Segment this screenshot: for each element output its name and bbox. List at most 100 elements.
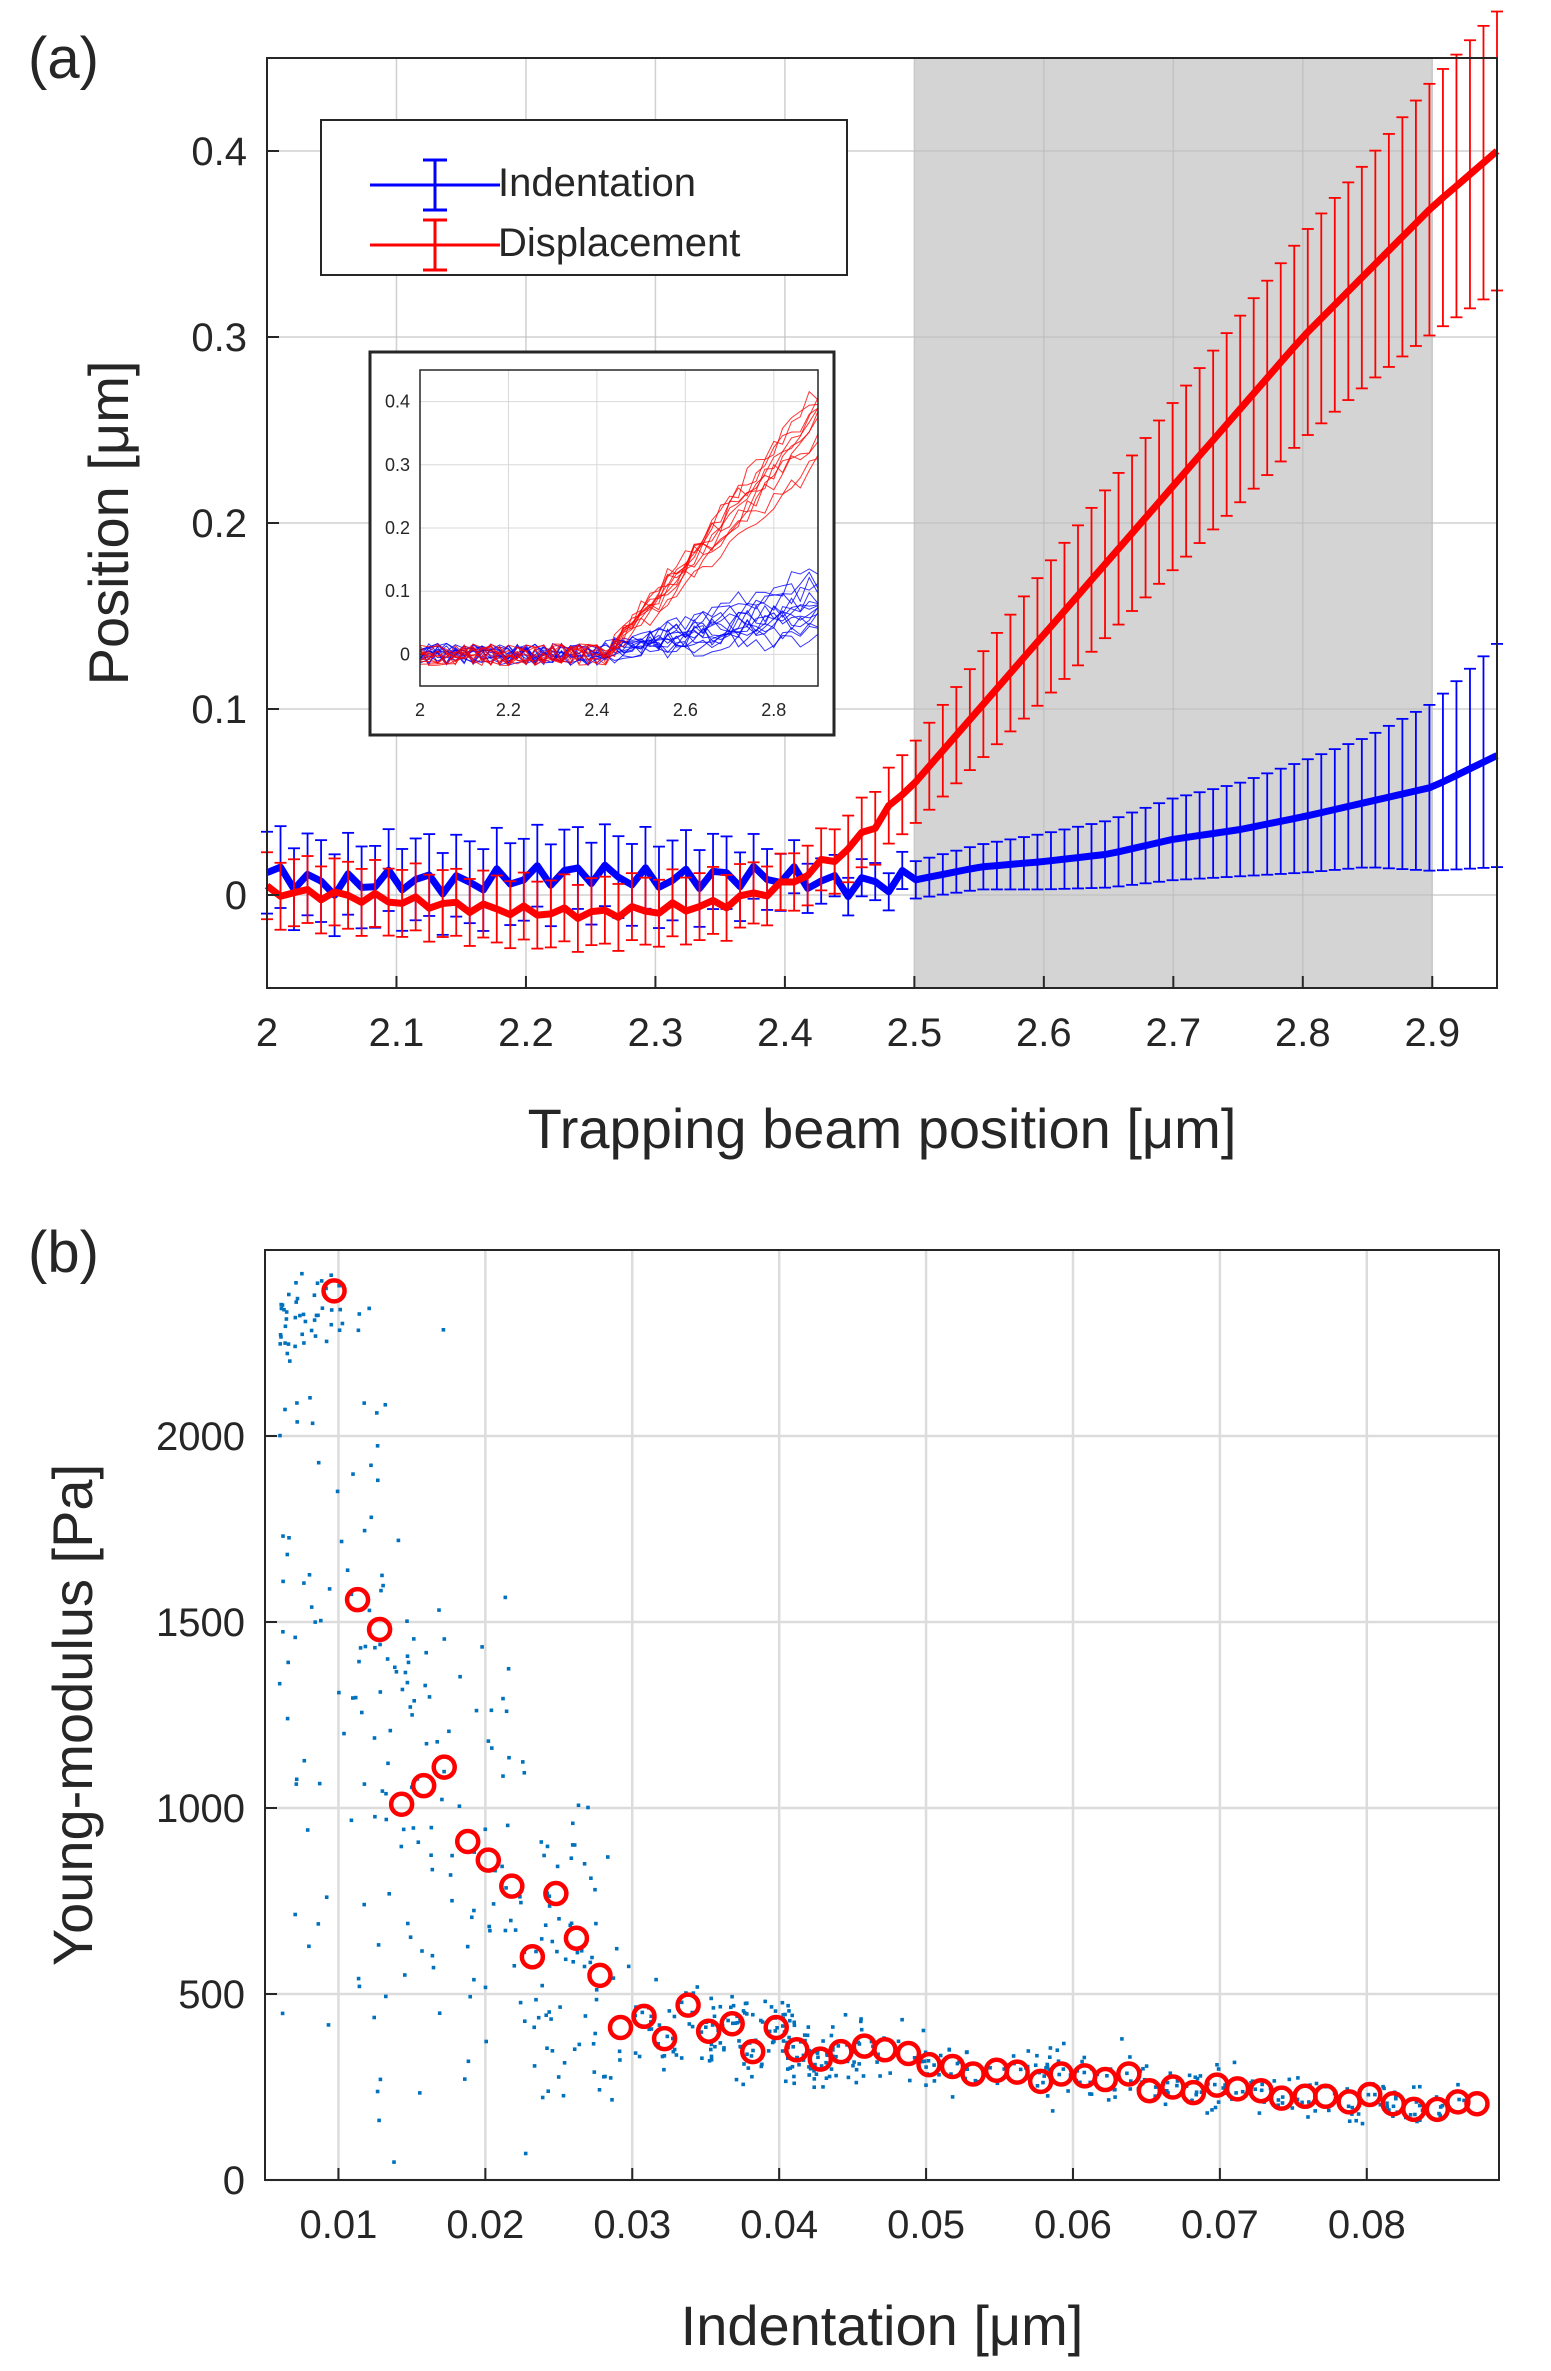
scatter-point <box>1106 2098 1111 2102</box>
mean-point <box>410 1772 437 1799</box>
scatter-point <box>729 2005 733 2010</box>
scatter-point <box>579 1949 584 1953</box>
scatter-point <box>749 2054 754 2058</box>
scatter-point <box>281 1579 285 1584</box>
scatter-point <box>286 1660 290 1665</box>
scatter-point <box>410 1713 414 1717</box>
scatter-point <box>358 1646 363 1650</box>
scatter-point <box>500 1864 504 1869</box>
scatter-point <box>657 2023 662 2027</box>
scatter-point <box>582 1964 587 1969</box>
scatter-point <box>769 2005 774 2009</box>
scatter-point <box>1456 2082 1460 2087</box>
scatter-point <box>536 2015 541 2020</box>
mean-point <box>1336 2089 1362 2115</box>
scatter-point <box>483 1985 488 1990</box>
scatter-point <box>550 1939 555 1944</box>
scatter-point <box>671 2036 675 2041</box>
scatter-point <box>821 2039 825 2043</box>
x-tick-label: 2.6 <box>1016 1011 1072 1055</box>
x-tick-label: 0.05 <box>887 2203 965 2247</box>
mean-point <box>475 1847 502 1873</box>
scatter-point <box>788 2066 793 2070</box>
x-tick-label: 0.04 <box>740 2203 818 2247</box>
legend-displacement-swatch <box>370 218 500 272</box>
scatter-point <box>1382 2086 1386 2091</box>
scatter-point <box>1345 2087 1349 2091</box>
scatter-point <box>356 1328 361 1333</box>
scatter-point <box>709 2047 713 2052</box>
scatter-point <box>570 1843 575 1847</box>
mean-point <box>895 2040 922 2067</box>
scatter-point <box>562 2061 567 2065</box>
scatter-point <box>926 2059 931 2063</box>
scatter-point <box>602 2075 606 2079</box>
scatter-point <box>378 2077 383 2082</box>
scatter-point <box>812 2069 816 2073</box>
scatter-point <box>416 1840 421 1844</box>
scatter-point <box>825 2053 829 2057</box>
scatter-point <box>1175 2079 1180 2083</box>
scatter-point <box>586 1805 590 1810</box>
scatter-point <box>480 1645 484 1649</box>
mean-point <box>543 1880 569 1907</box>
scatter-point <box>1026 2049 1031 2053</box>
scatter-point <box>1125 2071 1129 2076</box>
scatter-point <box>1385 2101 1389 2105</box>
scatter-point <box>783 2012 787 2017</box>
scatter-point <box>792 2081 796 2086</box>
scatter-point <box>555 1949 559 1954</box>
scatter-point <box>380 1789 385 1793</box>
scatter-point <box>569 1921 574 1926</box>
scatter-point <box>394 1670 399 1674</box>
scatter-point <box>834 2054 838 2059</box>
scatter-point <box>556 2075 561 2079</box>
scatter-point <box>375 1411 379 1415</box>
scatter-point <box>357 1659 361 1664</box>
scatter-point <box>807 2065 811 2069</box>
scatter-point <box>679 2000 684 2005</box>
scatter-point <box>742 2062 746 2066</box>
scatter-point <box>372 2015 376 2020</box>
scatter-point <box>349 1818 354 1823</box>
inset-trace <box>419 390 819 666</box>
mean-point <box>784 2037 810 2063</box>
scatter-point <box>1414 2100 1419 2104</box>
scatter-point <box>295 1420 299 1424</box>
inset-trace <box>419 407 819 665</box>
scatter-point <box>1216 2067 1221 2071</box>
scatter-point <box>827 2074 832 2079</box>
mean-point <box>651 2025 678 2052</box>
scatter-point <box>293 1635 297 1640</box>
scatter-point <box>633 2051 638 2055</box>
scatter-point <box>1280 2095 1285 2099</box>
scatter-point <box>1240 2089 1245 2094</box>
scatter-point <box>1417 2103 1422 2108</box>
scatter-point <box>316 1460 321 1465</box>
scatter-point <box>547 1904 552 1908</box>
scatter-point <box>384 1791 388 1796</box>
scatter-point <box>857 2062 861 2066</box>
scatter-point <box>427 1695 432 1699</box>
scatter-point <box>345 1568 350 1572</box>
x-tick-label: 2 <box>256 1011 278 1055</box>
scatter-point <box>532 2064 537 2068</box>
scatter-point <box>767 2029 772 2034</box>
scatter-point <box>288 1359 292 1363</box>
scatter-point <box>637 2054 642 2059</box>
mean-point <box>1160 2074 1186 2100</box>
scatter-point <box>442 1769 446 1774</box>
legend-indentation-swatch <box>370 158 500 212</box>
scatter-point <box>448 1873 453 1877</box>
scatter-point <box>995 2081 1000 2086</box>
scatter-point <box>423 1683 427 1688</box>
scatter-point <box>283 1407 287 1412</box>
scatter-point <box>908 2078 912 2083</box>
scatter-point <box>1057 2072 1061 2077</box>
scatter-point <box>1089 2092 1094 2096</box>
scatter-point <box>792 2020 796 2025</box>
scatter-point <box>411 1826 416 1830</box>
scatter-point <box>1394 2094 1398 2099</box>
scatter-point <box>550 2049 555 2053</box>
scatter-point <box>846 2075 851 2080</box>
